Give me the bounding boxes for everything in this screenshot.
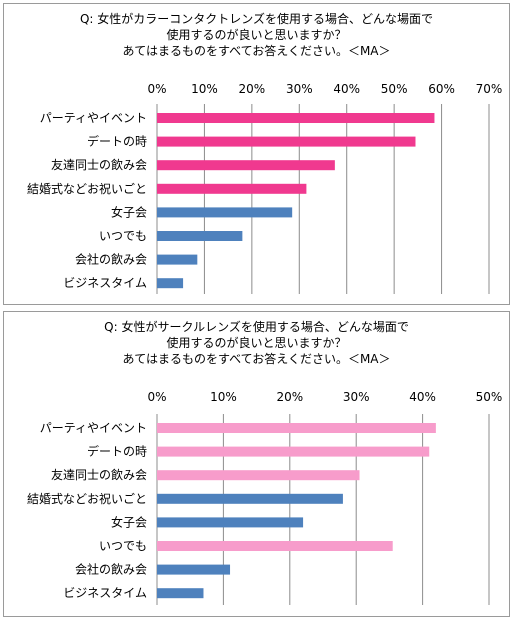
category-label: いつでも <box>99 229 147 243</box>
bar <box>157 517 304 528</box>
x-tick-label: 0% <box>147 390 166 404</box>
x-tick-label: 30% <box>286 82 313 96</box>
category-label: 結婚式などお祝いごと <box>27 181 147 196</box>
x-tick-label: 40% <box>409 390 436 404</box>
x-tick-label: 50% <box>476 390 503 404</box>
bar <box>157 231 243 241</box>
chart-title-line-1: Q: 女性がカラーコンタクトレンズを使用する場合、どんな場面で <box>79 12 434 26</box>
bar <box>157 564 231 575</box>
chart-title: Q: 女性がカラーコンタクトレンズを使用する場合、どんな場面で 使用するのが良い… <box>4 11 509 59</box>
x-tick-label: 30% <box>343 390 370 404</box>
chart-title-line-3: あてはまるものをすべてお答えください。＜MA＞ <box>122 44 391 58</box>
x-tick-label: 10% <box>210 390 237 404</box>
category-label: 会社の飲み会 <box>75 562 147 577</box>
category-label: 友達同士の飲み会 <box>51 157 147 172</box>
bar <box>157 183 307 194</box>
x-tick-label: 60% <box>428 82 455 96</box>
chart-title-line-1: Q: 女性がサークルレンズを使用する場合、どんな場面で <box>104 320 409 334</box>
x-tick-label: 20% <box>239 82 266 96</box>
chart-title-line-2: 使用するのが良いと思いますか？ <box>166 28 347 42</box>
bar <box>157 541 393 551</box>
category-label: パーティやイベント <box>40 421 147 435</box>
chart-panel-circle-lens: Q: 女性がサークルレンズを使用する場合、どんな場面で 使用するのが良いと思いま… <box>3 311 510 617</box>
x-tick-label: 50% <box>381 82 408 96</box>
category-label: ビジネスタイム <box>63 276 147 290</box>
x-tick-label: 0% <box>147 82 166 96</box>
bar-chart-circle-lens: 0% 10% 20% 30% 40% 50% パーティやイベントデートの時友達同士の飲み会結… <box>27 390 503 605</box>
bar <box>157 423 436 433</box>
x-tick-label: 40% <box>333 82 360 96</box>
category-label: 会社の飲み会 <box>75 252 147 267</box>
x-tick-label: 70% <box>476 82 503 96</box>
bar <box>157 278 184 289</box>
x-tick-label: 20% <box>276 390 303 404</box>
bar <box>157 470 360 481</box>
chart-panel-color-contact: Q: 女性がカラーコンタクトレンズを使用する場合、どんな場面で 使用するのが良い… <box>3 3 510 305</box>
bar <box>157 588 204 599</box>
category-label: 女子会 <box>111 204 147 219</box>
category-label: 友達同士の飲み会 <box>51 467 147 482</box>
chart-title: Q: 女性がサークルレンズを使用する場合、どんな場面で 使用するのが良いと思いま… <box>4 319 509 367</box>
category-label: ビジネスタイム <box>63 586 147 600</box>
bar <box>157 446 430 457</box>
category-label: デートの時 <box>87 444 147 459</box>
bar <box>157 136 416 147</box>
bar-chart-color-contact: 0% 10% 20% 30% 40% 50% 60% 70% パーティやイベントデートの時友達同… <box>27 82 503 294</box>
bar <box>157 493 343 504</box>
chart-title-line-2: 使用するのが良いと思いますか？ <box>166 336 347 350</box>
bar <box>157 113 435 123</box>
category-label: パーティやイベント <box>40 111 147 125</box>
bar <box>157 160 335 171</box>
x-tick-label: 10% <box>191 82 218 96</box>
category-label: いつでも <box>99 539 147 553</box>
category-label: 結婚式などお祝いごと <box>27 491 147 506</box>
bar <box>157 207 293 218</box>
category-label: デートの時 <box>87 134 147 149</box>
bar <box>157 254 198 265</box>
category-label: 女子会 <box>111 514 147 529</box>
chart-title-line-3: あてはまるものをすべてお答えください。＜MA＞ <box>122 352 391 366</box>
